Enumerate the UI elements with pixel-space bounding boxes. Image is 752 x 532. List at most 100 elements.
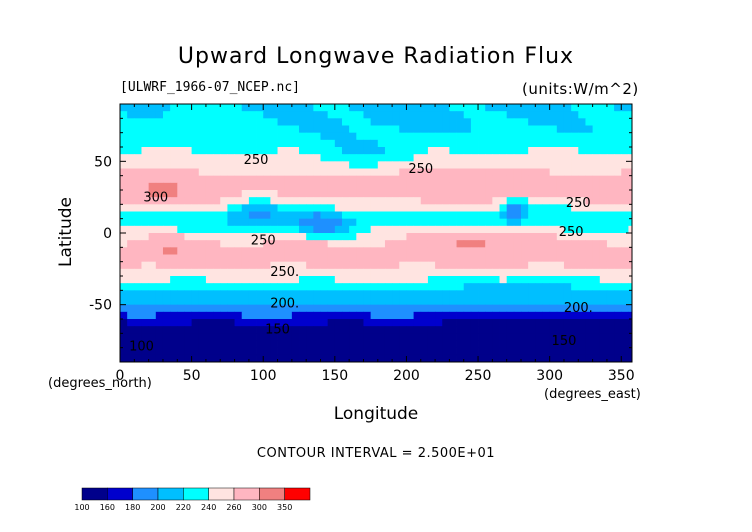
heatmap-cell bbox=[120, 276, 128, 284]
heatmap-cell bbox=[578, 297, 586, 306]
heatmap-cell bbox=[406, 354, 414, 363]
heatmap-cell bbox=[506, 311, 515, 320]
heatmap-cell bbox=[299, 190, 307, 198]
heatmap-cell bbox=[349, 175, 357, 184]
heatmap-cell bbox=[542, 211, 551, 220]
contour-label: 200. bbox=[564, 301, 593, 316]
contour-label: 200. bbox=[270, 297, 299, 312]
heatmap-cell bbox=[606, 319, 615, 327]
heatmap-cell bbox=[614, 225, 622, 234]
heatmap-cell bbox=[599, 326, 608, 334]
heatmap-cell bbox=[313, 319, 321, 327]
x-tick-label: 100 bbox=[250, 368, 277, 384]
heatmap-cell bbox=[571, 204, 579, 212]
heatmap-cell bbox=[120, 283, 128, 291]
heatmap-cell bbox=[399, 283, 407, 291]
heatmap-cell bbox=[384, 139, 393, 148]
heatmap-cell bbox=[485, 233, 493, 241]
heatmap-cell bbox=[549, 240, 558, 248]
heatmap-cell bbox=[427, 161, 436, 169]
heatmap-cell bbox=[478, 297, 486, 306]
heatmap-cell bbox=[349, 111, 357, 119]
heatmap-cell bbox=[363, 354, 372, 363]
heatmap-cell bbox=[585, 297, 594, 306]
heatmap-cell bbox=[384, 283, 393, 291]
heatmap-cell bbox=[513, 247, 522, 255]
heatmap-cell bbox=[134, 175, 142, 184]
heatmap-cell bbox=[363, 276, 372, 284]
heatmap-cell bbox=[127, 276, 135, 284]
heatmap-cell bbox=[384, 333, 393, 341]
heatmap-cell bbox=[370, 304, 379, 313]
heatmap-cell bbox=[427, 104, 436, 112]
heatmap-cell bbox=[284, 333, 293, 341]
heatmap-cell bbox=[585, 111, 594, 119]
heatmap-cell bbox=[521, 132, 529, 141]
heatmap-cell bbox=[614, 104, 622, 112]
heatmap-cell bbox=[299, 261, 307, 270]
heatmap-cell bbox=[585, 333, 594, 341]
heatmap-cell bbox=[528, 340, 536, 349]
heatmap-cell bbox=[628, 261, 633, 270]
heatmap-cell bbox=[628, 154, 633, 162]
heatmap-cell bbox=[198, 125, 207, 134]
heatmap-cell bbox=[120, 261, 128, 270]
heatmap-cell bbox=[549, 247, 558, 255]
heatmap-cell bbox=[506, 290, 515, 298]
heatmap-cell bbox=[120, 190, 128, 198]
heatmap-cell bbox=[198, 333, 207, 341]
heatmap-cell bbox=[349, 218, 357, 227]
heatmap-cell bbox=[141, 111, 150, 119]
heatmap-cell bbox=[177, 261, 185, 270]
heatmap-cell bbox=[549, 354, 558, 363]
heatmap-cell bbox=[155, 290, 164, 298]
heatmap-cell bbox=[256, 240, 264, 248]
heatmap-cell bbox=[327, 204, 336, 212]
heatmap-cell bbox=[392, 276, 400, 284]
heatmap-cell bbox=[148, 182, 157, 191]
heatmap-cell bbox=[628, 204, 633, 212]
heatmap-cell bbox=[334, 111, 343, 119]
heatmap-cell bbox=[542, 197, 551, 205]
heatmap-cell bbox=[427, 147, 436, 155]
heatmap-cell bbox=[399, 319, 407, 327]
heatmap-cell bbox=[506, 175, 515, 184]
heatmap-cell bbox=[191, 233, 200, 241]
contour-label: 250. bbox=[270, 265, 299, 280]
heatmap-cell bbox=[291, 190, 300, 198]
heatmap-cell bbox=[571, 261, 579, 270]
heatmap-cell bbox=[485, 276, 493, 284]
heatmap-cell bbox=[406, 340, 414, 349]
heatmap-cell bbox=[492, 276, 500, 284]
heatmap-cell bbox=[592, 132, 601, 141]
heatmap-cell bbox=[306, 333, 314, 341]
heatmap-cell bbox=[263, 197, 271, 205]
heatmap-cell bbox=[556, 290, 565, 298]
heatmap-cell bbox=[155, 154, 164, 162]
heatmap-cell bbox=[521, 311, 529, 320]
heatmap-cell bbox=[384, 218, 393, 227]
contour-label: 250 bbox=[251, 233, 276, 248]
heatmap-cell bbox=[120, 147, 128, 155]
heatmap-cell bbox=[241, 104, 250, 112]
heatmap-cell bbox=[578, 218, 586, 227]
heatmap-cell bbox=[234, 147, 243, 155]
heatmap-cell bbox=[205, 161, 214, 169]
heatmap-cell bbox=[427, 218, 436, 227]
heatmap-cell bbox=[184, 204, 193, 212]
heatmap-cell bbox=[141, 247, 150, 255]
heatmap-cell bbox=[556, 125, 565, 134]
heatmap-cell bbox=[184, 268, 193, 277]
heatmap-cell bbox=[191, 268, 200, 277]
heatmap-cell bbox=[585, 304, 594, 313]
heatmap-cell bbox=[406, 304, 414, 313]
heatmap-cell bbox=[392, 161, 400, 169]
heatmap-cell bbox=[162, 333, 171, 341]
heatmap-cell bbox=[306, 139, 314, 148]
heatmap-cell bbox=[198, 225, 207, 234]
heatmap-cell bbox=[356, 125, 364, 134]
heatmap-cell bbox=[205, 319, 214, 327]
heatmap-cell bbox=[571, 340, 579, 349]
heatmap-cell bbox=[198, 297, 207, 306]
